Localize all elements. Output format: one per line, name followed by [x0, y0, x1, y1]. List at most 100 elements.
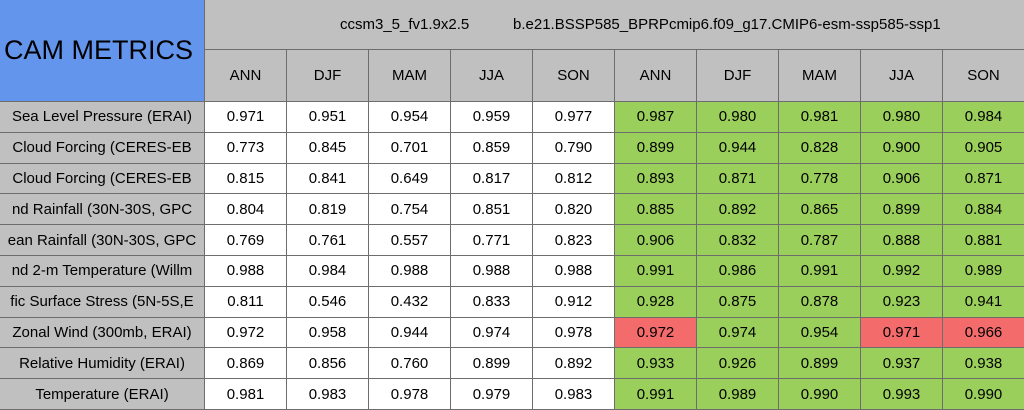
data-cell: 0.990 [943, 379, 1024, 410]
data-cell: 0.991 [615, 379, 697, 410]
data-cell: 0.649 [369, 163, 451, 195]
data-cell: 0.871 [697, 163, 779, 195]
row-label: Cloud Forcing (CERES-EB [0, 132, 205, 164]
data-cell: 0.811 [205, 286, 287, 318]
table-title: CAM METRICS [0, 0, 205, 102]
data-cell: 0.900 [861, 132, 943, 164]
data-cell: 0.878 [779, 286, 861, 318]
data-cell: 0.992 [861, 256, 943, 287]
column-header: DJF [287, 50, 369, 102]
data-cell: 0.778 [779, 163, 861, 195]
data-cell: 0.790 [533, 132, 615, 164]
data-cell: 0.893 [615, 163, 697, 195]
data-cell: 0.884 [943, 194, 1024, 226]
row-label: nd 2-m Temperature (Willm [0, 256, 205, 287]
data-cell: 0.974 [451, 317, 533, 349]
data-cell: 0.845 [287, 132, 369, 164]
data-cell: 0.851 [451, 194, 533, 226]
row-label: Relative Humidity (ERAI) [0, 348, 205, 380]
data-cell: 0.987 [615, 102, 697, 133]
data-cell: 0.974 [697, 317, 779, 349]
row-label: fic Surface Stress (5N-5S,E [0, 286, 205, 318]
column-header: JJA [861, 50, 943, 102]
data-cell: 0.989 [697, 379, 779, 410]
data-cell: 0.761 [287, 225, 369, 256]
data-cell: 0.804 [205, 194, 287, 226]
column-header: ANN [615, 50, 697, 102]
column-header: MAM [779, 50, 861, 102]
column-header: SON [943, 50, 1024, 102]
data-cell: 0.979 [451, 379, 533, 410]
data-cell: 0.817 [451, 163, 533, 195]
data-cell: 0.983 [533, 379, 615, 410]
data-cell: 0.787 [779, 225, 861, 256]
data-cell: 0.984 [943, 102, 1024, 133]
data-cell: 0.954 [779, 317, 861, 349]
data-cell: 0.980 [697, 102, 779, 133]
group-header-band [205, 0, 1024, 50]
data-cell: 0.966 [943, 317, 1024, 349]
data-cell: 0.981 [205, 379, 287, 410]
data-cell: 0.933 [615, 348, 697, 380]
data-cell: 0.869 [205, 348, 287, 380]
data-cell: 0.875 [697, 286, 779, 318]
data-cell: 0.823 [533, 225, 615, 256]
data-cell: 0.833 [451, 286, 533, 318]
data-cell: 0.771 [451, 225, 533, 256]
data-cell: 0.959 [451, 102, 533, 133]
column-header: SON [533, 50, 615, 102]
data-cell: 0.812 [533, 163, 615, 195]
data-cell: 0.989 [943, 256, 1024, 287]
row-label: Zonal Wind (300mb, ERAI) [0, 317, 205, 349]
data-cell: 0.871 [943, 163, 1024, 195]
data-cell: 0.881 [943, 225, 1024, 256]
data-cell: 0.888 [861, 225, 943, 256]
data-cell: 0.701 [369, 132, 451, 164]
data-cell: 0.988 [205, 256, 287, 287]
data-cell: 0.944 [369, 317, 451, 349]
data-cell: 0.923 [861, 286, 943, 318]
data-cell: 0.815 [205, 163, 287, 195]
data-cell: 0.971 [205, 102, 287, 133]
row-label: nd Rainfall (30N-30S, GPC [0, 194, 205, 226]
data-cell: 0.819 [287, 194, 369, 226]
data-cell: 0.906 [861, 163, 943, 195]
data-cell: 0.978 [533, 317, 615, 349]
data-cell: 0.993 [861, 379, 943, 410]
data-cell: 0.978 [369, 379, 451, 410]
row-label: Cloud Forcing (CERES-EB [0, 163, 205, 195]
column-header: MAM [369, 50, 451, 102]
data-cell: 0.760 [369, 348, 451, 380]
group-header: ccsm3_5_fv1.9x2.5 [340, 16, 470, 33]
data-cell: 0.971 [861, 317, 943, 349]
data-cell: 0.892 [697, 194, 779, 226]
data-cell: 0.977 [533, 102, 615, 133]
data-cell: 0.986 [697, 256, 779, 287]
data-cell: 0.983 [287, 379, 369, 410]
data-cell: 0.988 [533, 256, 615, 287]
data-cell: 0.951 [287, 102, 369, 133]
column-header: JJA [451, 50, 533, 102]
data-cell: 0.928 [615, 286, 697, 318]
data-cell: 0.944 [697, 132, 779, 164]
data-cell: 0.912 [533, 286, 615, 318]
data-cell: 0.557 [369, 225, 451, 256]
data-cell: 0.899 [779, 348, 861, 380]
data-cell: 0.972 [615, 317, 697, 349]
row-label: Temperature (ERAI) [0, 379, 205, 410]
data-cell: 0.906 [615, 225, 697, 256]
data-cell: 0.972 [205, 317, 287, 349]
data-cell: 0.981 [779, 102, 861, 133]
data-cell: 0.892 [533, 348, 615, 380]
data-cell: 0.954 [369, 102, 451, 133]
data-cell: 0.899 [451, 348, 533, 380]
data-cell: 0.754 [369, 194, 451, 226]
data-cell: 0.546 [287, 286, 369, 318]
data-cell: 0.841 [287, 163, 369, 195]
data-cell: 0.988 [451, 256, 533, 287]
data-cell: 0.988 [369, 256, 451, 287]
data-cell: 0.885 [615, 194, 697, 226]
data-cell: 0.828 [779, 132, 861, 164]
data-cell: 0.820 [533, 194, 615, 226]
data-cell: 0.938 [943, 348, 1024, 380]
